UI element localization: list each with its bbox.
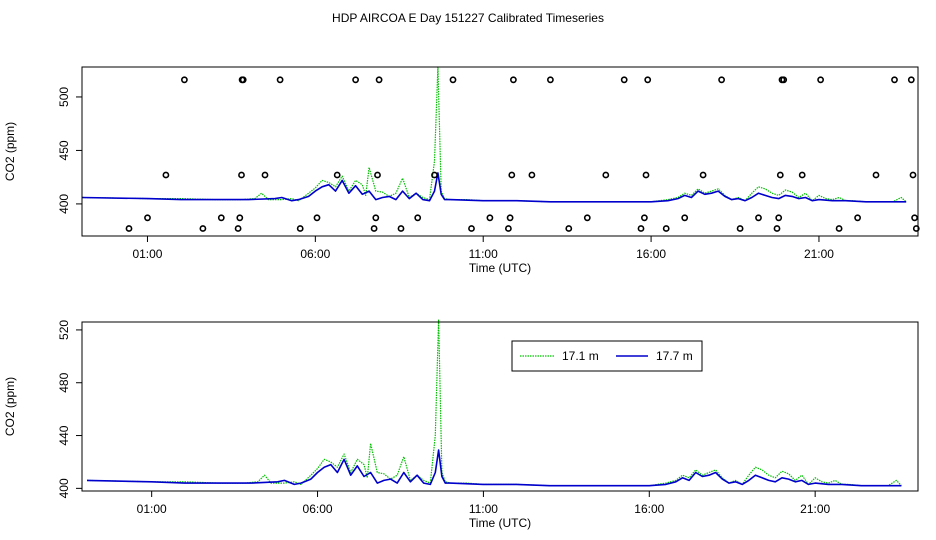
y-axis-label: CO2 (ppm) bbox=[3, 122, 17, 181]
data-point bbox=[909, 171, 917, 179]
figure-title: HDP AIRCOA E Day 151227 Calibrated Times… bbox=[332, 11, 604, 25]
data-point bbox=[641, 214, 648, 222]
y-tick-label: 480 bbox=[57, 372, 71, 392]
data-point bbox=[565, 225, 573, 232]
x-tick-label: 11:00 bbox=[469, 247, 498, 261]
data-point bbox=[718, 76, 725, 84]
x-tick-label: 01:00 bbox=[137, 502, 167, 516]
data-point bbox=[773, 225, 781, 232]
x-tick-label: 21:00 bbox=[804, 247, 834, 261]
plot-frame bbox=[81, 321, 919, 492]
data-point bbox=[817, 76, 824, 84]
data-point bbox=[547, 76, 554, 84]
series-line-17-7m bbox=[86, 449, 902, 487]
data-point bbox=[510, 76, 517, 84]
data-point bbox=[431, 171, 438, 179]
x-tick-label: 11:00 bbox=[469, 502, 498, 516]
data-point bbox=[681, 214, 689, 222]
data-point bbox=[835, 225, 843, 232]
y-tick-label: 400 bbox=[57, 478, 71, 498]
data-point bbox=[234, 225, 242, 232]
data-point bbox=[755, 214, 762, 222]
data-point bbox=[374, 171, 381, 179]
y-tick-label: 450 bbox=[57, 140, 71, 160]
y-tick-label: 440 bbox=[57, 425, 71, 445]
y-tick-label: 520 bbox=[57, 320, 71, 340]
data-point bbox=[508, 171, 516, 179]
data-point bbox=[699, 171, 707, 179]
series-line-17-1m bbox=[81, 66, 907, 203]
data-point bbox=[528, 171, 536, 179]
bottom-panel: 01:00 06:00 11:00 16:00 21:00 400 440 480 520 Tim… bbox=[3, 318, 919, 530]
data-point bbox=[239, 76, 247, 84]
x-axis-label: Time (UTC) bbox=[469, 261, 531, 275]
data-point bbox=[296, 225, 304, 232]
data-point bbox=[504, 225, 512, 232]
data-point bbox=[144, 214, 151, 222]
x-tick-label: 16:00 bbox=[636, 247, 666, 261]
data-point bbox=[375, 76, 383, 84]
y-tick-label: 400 bbox=[57, 194, 71, 214]
top-panel: 01:00 06:00 11:00 16:00 21:00 400 450 500 Time (… bbox=[3, 66, 920, 275]
legend-label-17-7m: 17.7 m bbox=[656, 349, 693, 363]
x-tick-label: 01:00 bbox=[132, 247, 162, 261]
data-point bbox=[912, 225, 920, 232]
data-point bbox=[199, 225, 207, 232]
data-point bbox=[776, 171, 784, 179]
data-point bbox=[276, 76, 284, 84]
data-point bbox=[370, 225, 378, 232]
legend-label-17-1m: 17.1 m bbox=[562, 349, 599, 363]
legend: 17.1 m 17.7 m bbox=[511, 340, 703, 372]
data-point bbox=[891, 76, 898, 84]
data-point bbox=[333, 171, 341, 179]
data-point bbox=[486, 214, 494, 222]
data-point bbox=[644, 76, 652, 84]
x-axis-label: Time (UTC) bbox=[469, 516, 531, 530]
data-point bbox=[217, 214, 225, 222]
y-tick-label: 500 bbox=[57, 87, 71, 107]
y-axis-label: CO2 (ppm) bbox=[3, 377, 17, 436]
data-point bbox=[736, 225, 744, 232]
data-point bbox=[911, 214, 918, 222]
data-point bbox=[642, 171, 650, 179]
data-point bbox=[372, 214, 380, 222]
data-point bbox=[907, 76, 915, 84]
data-point bbox=[162, 171, 170, 179]
data-point bbox=[854, 214, 861, 222]
data-point bbox=[180, 76, 188, 84]
data-point bbox=[313, 214, 321, 222]
data-point bbox=[780, 76, 788, 84]
data-point bbox=[397, 225, 405, 232]
data-point bbox=[775, 214, 783, 222]
data-point bbox=[236, 214, 244, 222]
x-tick-label: 16:00 bbox=[634, 502, 664, 516]
data-point bbox=[637, 225, 645, 232]
x-tick-label: 06:00 bbox=[303, 502, 333, 516]
plot-frame bbox=[81, 66, 919, 237]
data-point bbox=[414, 214, 422, 222]
data-point bbox=[506, 214, 514, 222]
data-point bbox=[352, 76, 359, 84]
data-point bbox=[583, 214, 591, 222]
data-point bbox=[449, 76, 457, 84]
data-point bbox=[620, 76, 628, 84]
data-point bbox=[798, 171, 806, 179]
data-point bbox=[468, 225, 475, 232]
series-line-17-7m bbox=[81, 172, 907, 203]
series-line-17-1m bbox=[86, 318, 902, 487]
data-point bbox=[125, 225, 133, 232]
data-point bbox=[238, 171, 245, 179]
data-point bbox=[872, 171, 880, 179]
x-tick-label: 06:00 bbox=[300, 247, 330, 261]
data-point bbox=[261, 171, 269, 179]
x-tick-label: 21:00 bbox=[800, 502, 830, 516]
data-point bbox=[602, 171, 610, 179]
data-point bbox=[662, 225, 670, 232]
